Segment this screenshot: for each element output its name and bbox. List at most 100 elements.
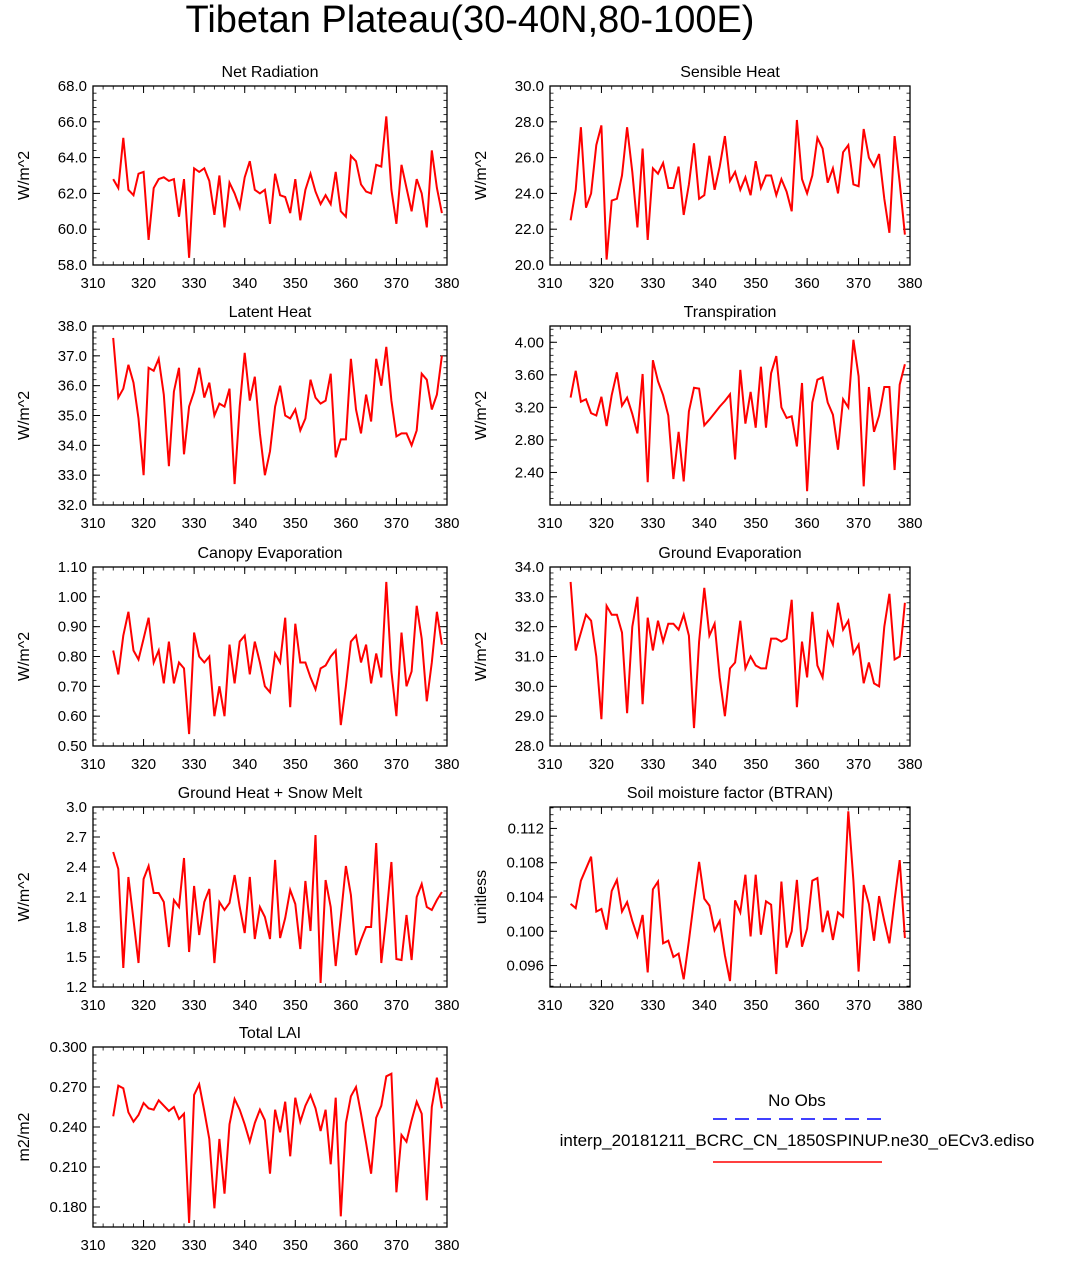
panel-sensible-heat: Sensible Heat 310 320 330 340 350 360 370 380 20.…: [473, 64, 923, 292]
x-tick-label: 360: [333, 275, 358, 292]
series-line-total-lai: [112, 1072, 443, 1224]
y-tick-label: 2.4: [66, 859, 87, 876]
y-tick-label: 2.80: [515, 432, 544, 449]
x-tick-label: 310: [80, 997, 105, 1014]
panel-ground-heat-snow-melt: Ground Heat + Snow Melt 310 320 330 340 350 36…: [16, 785, 460, 1014]
y-tick-label: 0.70: [58, 678, 87, 695]
x-tick-label: 320: [131, 275, 156, 292]
x-tick-label: 370: [846, 515, 871, 532]
x-tick-label: 330: [640, 275, 665, 292]
x-tick-label: 330: [182, 275, 207, 292]
y-tick-label: 33.0: [58, 467, 87, 484]
panel-title: Transpiration: [684, 304, 777, 321]
x-tick-label: 380: [897, 997, 922, 1014]
x-tick-label: 350: [283, 756, 308, 773]
x-tick-label: 370: [384, 756, 409, 773]
y-tick-label: 0.096: [506, 958, 544, 975]
panel-title: Canopy Evaporation: [198, 545, 343, 562]
y-tick-label: 1.5: [66, 949, 87, 966]
y-axis-label: W/m^2: [473, 632, 490, 681]
panel-frame: [92, 325, 448, 506]
panel-ground-evaporation: Ground Evaporation 310 320 330 340 350 360 370 3…: [473, 545, 923, 773]
y-tick-label: 0.300: [49, 1039, 87, 1056]
y-tick-label: 29.0: [515, 708, 544, 725]
y-tick-label: 1.10: [58, 559, 87, 576]
x-tick-label: 350: [283, 997, 308, 1014]
series-line-net-radiation: [112, 116, 443, 258]
x-tick-label: 320: [131, 515, 156, 532]
x-tick-label: 350: [743, 515, 768, 532]
figure-title: Tibetan Plateau(30-40N,80-100E): [185, 0, 755, 41]
y-tick-label: 0.112: [508, 820, 544, 837]
x-tick-label: 370: [384, 997, 409, 1014]
y-tick-label: 3.60: [515, 367, 544, 384]
y-axis-label: W/m^2: [16, 151, 33, 200]
panel-transpiration: Transpiration 310 320 330 340 350 360 370 380 2.4…: [473, 304, 923, 532]
x-tick-label: 370: [846, 756, 871, 773]
x-tick-label: 310: [80, 756, 105, 773]
x-tick-label: 370: [846, 275, 871, 292]
y-tick-label: 0.104: [506, 889, 544, 906]
x-tick-label: 370: [384, 275, 409, 292]
panel-frame: [92, 806, 448, 988]
panel-soil-moisture-factor-btran: Soil moisture factor (BTRAN) 310 320 330 340…: [473, 785, 923, 1014]
x-tick-label: 320: [131, 1237, 156, 1254]
series-line-soil-moisture-factor-btran: [569, 811, 906, 982]
y-tick-label: 1.00: [58, 589, 87, 606]
panel-latent-heat: Latent Heat 310 320 330 340 350 360 370 380 32.0 3…: [16, 304, 460, 532]
x-tick-label: 380: [434, 515, 459, 532]
y-axis-label: m2/m2: [16, 1112, 33, 1161]
x-tick-label: 360: [333, 1237, 358, 1254]
panel-net-radiation: Net Radiation 310 320 330 340 350 360 370 380 58.…: [16, 64, 460, 292]
y-tick-label: 37.0: [58, 348, 87, 365]
y-tick-label: 0.50: [58, 738, 87, 755]
y-tick-label: 3.0: [66, 799, 87, 816]
x-tick-label: 350: [743, 275, 768, 292]
x-tick-label: 340: [692, 756, 717, 773]
y-tick-label: 28.0: [515, 114, 544, 131]
x-tick-label: 380: [897, 515, 922, 532]
y-tick-label: 62.0: [58, 185, 87, 202]
x-tick-label: 340: [232, 1237, 257, 1254]
y-axis-label: unitless: [473, 870, 490, 924]
y-tick-label: 64.0: [58, 150, 87, 167]
x-tick-label: 380: [434, 756, 459, 773]
series-line-ground-heat-snow-melt: [112, 834, 443, 984]
panel-frame: [549, 325, 911, 506]
x-tick-label: 370: [384, 515, 409, 532]
x-tick-label: 310: [537, 756, 562, 773]
x-tick-label: 340: [232, 997, 257, 1014]
panel-title: Net Radiation: [222, 64, 319, 81]
x-tick-label: 310: [537, 515, 562, 532]
y-axis-label: W/m^2: [16, 632, 33, 681]
x-tick-label: 320: [589, 515, 614, 532]
y-tick-label: 0.60: [58, 708, 87, 725]
panel-title: Total LAI: [239, 1025, 301, 1042]
y-tick-label: 1.8: [66, 919, 87, 936]
x-tick-label: 310: [537, 997, 562, 1014]
series-line-sensible-heat: [569, 119, 906, 260]
x-tick-label: 340: [232, 515, 257, 532]
x-tick-label: 310: [80, 1237, 105, 1254]
x-tick-label: 380: [897, 275, 922, 292]
panel-total-lai: Total LAI 310 320 330 340 350 360 370 380 0.180 0.…: [16, 1025, 460, 1254]
x-tick-label: 330: [182, 997, 207, 1014]
x-tick-label: 330: [640, 997, 665, 1014]
x-tick-label: 360: [795, 997, 820, 1014]
x-tick-label: 380: [434, 275, 459, 292]
y-axis-label: W/m^2: [16, 872, 33, 921]
y-tick-label: 38.0: [58, 318, 87, 335]
x-tick-label: 310: [80, 275, 105, 292]
x-tick-label: 360: [795, 515, 820, 532]
x-tick-label: 320: [589, 756, 614, 773]
x-tick-label: 370: [846, 997, 871, 1014]
x-tick-label: 330: [182, 756, 207, 773]
x-tick-label: 360: [333, 515, 358, 532]
y-tick-label: 30.0: [515, 78, 544, 95]
x-tick-label: 360: [795, 275, 820, 292]
x-tick-label: 340: [692, 515, 717, 532]
x-tick-label: 330: [640, 756, 665, 773]
x-tick-label: 350: [283, 515, 308, 532]
legend-model-label: interp_20181211_BCRC_CN_1850SPINUP.ne30_…: [560, 1131, 1035, 1150]
